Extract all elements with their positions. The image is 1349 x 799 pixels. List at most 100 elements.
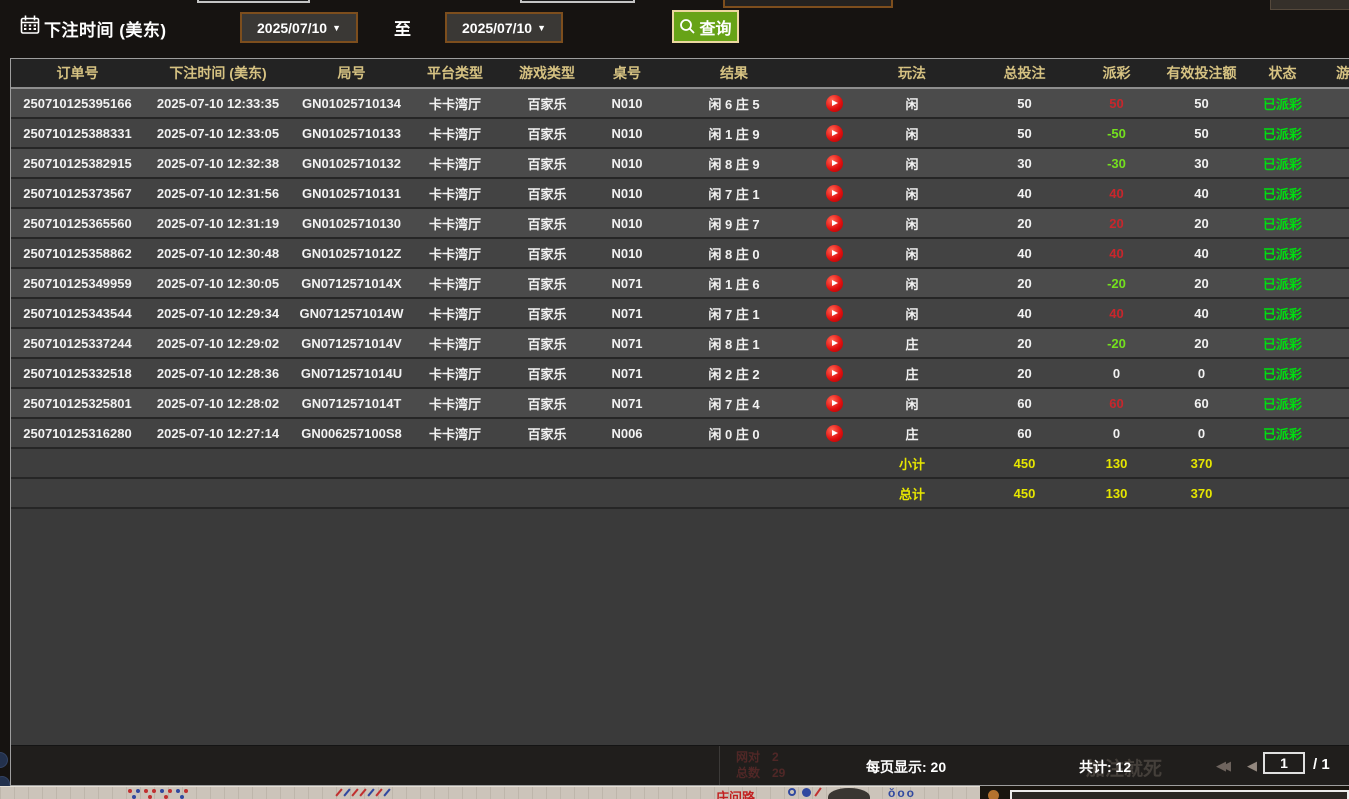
cell-bet-time: 2025-07-10 12:33:35 — [156, 95, 280, 111]
cell-payout: 50 — [1109, 95, 1124, 111]
cell-result: 闲 7 庄 1 — [708, 186, 760, 202]
cell-result: 闲 8 庄 9 — [708, 156, 760, 172]
cell-round-no: GN0712571014X — [301, 275, 402, 291]
cell-bet-on: 闲 — [905, 216, 919, 232]
cell-bet-time: 2025-07-10 12:27:14 — [156, 425, 280, 441]
cell-order-no: 250710125395166 — [23, 95, 132, 111]
cell-total-bet: 20 — [1017, 215, 1032, 231]
cell-status: 已派彩 — [1262, 306, 1302, 322]
cell-total-bet: 50 — [1017, 125, 1032, 141]
cell-table-no: N071 — [611, 275, 643, 291]
cell-payout: 20 — [1109, 215, 1124, 231]
search-button[interactable]: 查询 — [672, 10, 739, 43]
col-header-bet-on: 玩法 — [898, 65, 926, 81]
cell-round-no: GN01025710134 — [301, 95, 402, 111]
replay-video-button[interactable] — [825, 244, 843, 262]
table-row: 250710125332518 2025-07-10 12:28:36 GN07… — [11, 359, 1349, 389]
first-page-button[interactable]: ◀◀ — [1216, 758, 1231, 773]
cell-bet-on: 闲 — [905, 186, 919, 202]
col-header-table-no: 桌号 — [613, 65, 641, 81]
replay-video-button[interactable] — [825, 154, 843, 172]
cell-bet-on: 闲 — [905, 246, 919, 262]
cell-round-no: GN01025710133 — [301, 125, 402, 141]
page-number-input[interactable] — [1263, 752, 1305, 774]
cell-round-no: GN0102571012Z — [301, 245, 402, 261]
cell-payout: -20 — [1107, 275, 1126, 291]
cell-round-no: GN0712571014V — [301, 335, 402, 351]
cutoff-input-b — [520, 0, 635, 3]
replay-video-button[interactable] — [825, 214, 843, 232]
table-row: 250710125382915 2025-07-10 12:32:38 GN01… — [11, 149, 1349, 179]
replay-video-button[interactable] — [825, 124, 843, 142]
replay-video-button[interactable] — [825, 424, 843, 442]
replay-video-button[interactable] — [825, 94, 843, 112]
total-valid-bet: 370 — [1190, 485, 1213, 501]
cell-platform: 卡卡湾厅 — [428, 426, 481, 442]
prev-page-button[interactable]: ◀ — [1247, 758, 1257, 773]
cell-status: 已派彩 — [1262, 156, 1302, 172]
cell-bet-time: 2025-07-10 12:29:34 — [156, 305, 280, 321]
cell-platform: 卡卡湾厅 — [428, 96, 481, 112]
cutoff-input-c — [723, 0, 893, 8]
cell-result: 闲 7 庄 1 — [708, 306, 760, 322]
cell-payout: 40 — [1109, 245, 1124, 261]
cell-bet-time: 2025-07-10 12:28:02 — [156, 395, 280, 411]
ghost-watermark-bleed: 加注就死 — [1086, 759, 1163, 780]
cell-bet-time: 2025-07-10 12:30:48 — [156, 245, 280, 261]
total-payout: 130 — [1105, 485, 1128, 501]
cell-valid-bet: 50 — [1194, 95, 1209, 111]
filter-bar: 下注时间 (美东) 2025/07/10 ▼ 至 2025/07/10 ▼ 查询 — [0, 0, 1349, 58]
cell-status: 已派彩 — [1262, 186, 1302, 202]
cell-bet-time: 2025-07-10 12:33:05 — [156, 125, 280, 141]
cell-payout: -50 — [1107, 125, 1126, 141]
cell-game-type: 百家乐 — [527, 126, 567, 142]
cell-status: 已派彩 — [1262, 366, 1302, 382]
cutoff-dialog-edge — [1010, 790, 1349, 799]
chevron-down-icon: ▼ — [332, 23, 341, 33]
table-row: 250710125316280 2025-07-10 12:27:14 GN00… — [11, 419, 1349, 449]
replay-video-button[interactable] — [825, 304, 843, 322]
cell-game-type: 百家乐 — [527, 306, 567, 322]
table-row: 250710125337244 2025-07-10 12:29:02 GN07… — [11, 329, 1349, 359]
col-header-platform: 平台类型 — [427, 65, 483, 81]
cell-round-no: GN006257100S8 — [301, 425, 402, 441]
col-header-bet-time: 下注时间 (美东) — [169, 65, 267, 81]
cell-bet-on: 庄 — [905, 426, 919, 442]
cell-bet-time: 2025-07-10 12:32:38 — [156, 155, 280, 171]
cell-order-no: 250710125388331 — [23, 125, 132, 141]
total-total-bet: 450 — [1013, 485, 1036, 501]
cell-valid-bet: 0 — [1197, 425, 1206, 441]
cell-order-no: 250710125337244 — [23, 335, 132, 351]
cell-bet-on: 闲 — [905, 306, 919, 322]
table-row: 250710125349959 2025-07-10 12:30:05 GN07… — [11, 269, 1349, 299]
replay-video-button[interactable] — [825, 334, 843, 352]
cell-game-type: 百家乐 — [527, 246, 567, 262]
cell-status: 已派彩 — [1262, 426, 1302, 442]
total-count-label: 共计: 12 — [1079, 759, 1132, 775]
replay-video-button[interactable] — [825, 274, 843, 292]
col-header-round-no: 局号 — [337, 65, 366, 81]
date-to-value: 2025/07/10 — [462, 19, 533, 36]
cell-total-bet: 20 — [1017, 275, 1032, 291]
cell-platform: 卡卡湾厅 — [428, 216, 481, 232]
table-row: 250710125373567 2025-07-10 12:31:56 GN01… — [11, 179, 1349, 209]
table-row: 250710125325801 2025-07-10 12:28:02 GN07… — [11, 389, 1349, 419]
date-from-select[interactable]: 2025/07/10 ▼ — [240, 12, 358, 43]
cell-status: 已派彩 — [1262, 396, 1302, 412]
cell-bet-on: 闲 — [905, 156, 919, 172]
cell-table-no: N071 — [611, 365, 643, 381]
table-row: 250710125358862 2025-07-10 12:30:48 GN01… — [11, 239, 1349, 269]
chip-icon — [988, 790, 999, 799]
replay-video-button[interactable] — [825, 364, 843, 382]
underlying-page-strip: 庄问路 ŏoo — [0, 786, 1349, 799]
cell-payout: 0 — [1112, 365, 1121, 381]
replay-video-button[interactable] — [825, 394, 843, 412]
cell-table-no: N010 — [611, 95, 643, 111]
cell-bet-on: 闲 — [905, 96, 919, 112]
cell-result: 闲 8 庄 1 — [708, 336, 760, 352]
replay-video-button[interactable] — [825, 184, 843, 202]
cell-bet-on: 闲 — [905, 126, 919, 142]
calendar-icon — [19, 14, 41, 41]
table-row: 250710125343544 2025-07-10 12:29:34 GN07… — [11, 299, 1349, 329]
date-to-select[interactable]: 2025/07/10 ▼ — [445, 12, 563, 43]
